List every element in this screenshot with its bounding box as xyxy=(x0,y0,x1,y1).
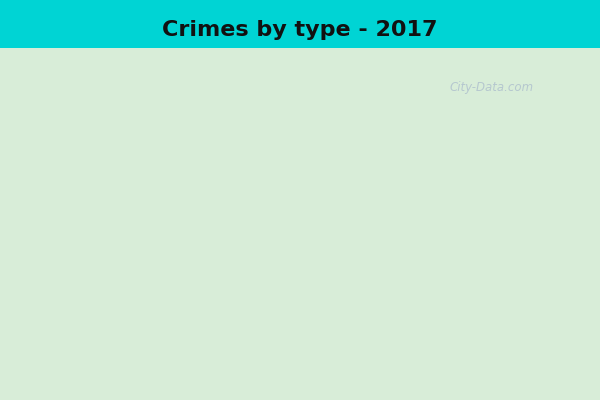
Text: Assaults (2.3%): Assaults (2.3%) xyxy=(3,156,141,190)
Wedge shape xyxy=(132,98,216,228)
Text: City-Data.com: City-Data.com xyxy=(450,82,534,94)
Text: Auto thefts (6.2%): Auto thefts (6.2%) xyxy=(196,80,310,140)
Wedge shape xyxy=(85,97,347,359)
Text: Crimes by type - 2017: Crimes by type - 2017 xyxy=(162,20,438,40)
Wedge shape xyxy=(100,128,216,228)
Text: Thefts (82.7%): Thefts (82.7%) xyxy=(258,328,390,368)
Text: Burglaries (8.8%): Burglaries (8.8%) xyxy=(61,97,194,129)
Wedge shape xyxy=(197,97,216,228)
